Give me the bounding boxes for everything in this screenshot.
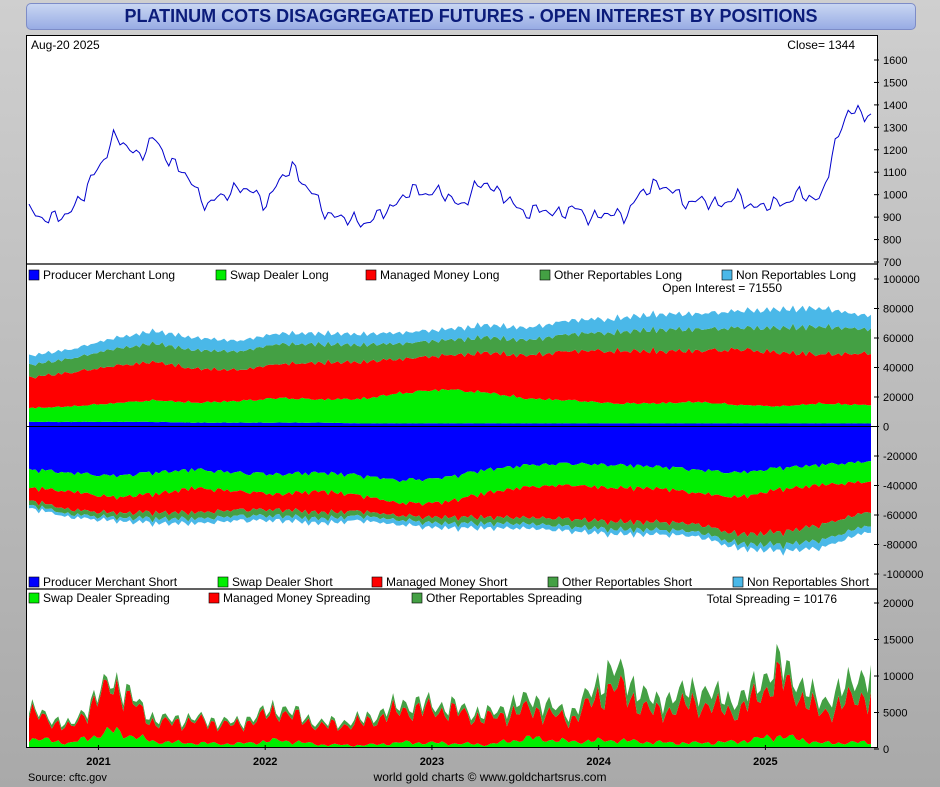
y-tick-label: 1100 (883, 167, 907, 179)
close-label: Close= 1344 (787, 38, 855, 52)
y-tick-label: -40000 (883, 481, 917, 493)
swap-long-area (29, 389, 871, 424)
other-short-area (29, 500, 871, 550)
credit-label: world gold charts © www.goldchartsrus.co… (373, 770, 607, 784)
chart-title: PLATINUM COTS DISAGGREGATED FUTURES - OP… (26, 3, 916, 30)
price-line (28, 104, 872, 228)
source-label: Source: cftc.gov (28, 772, 107, 784)
swap-short-area (29, 460, 871, 506)
x-tick-label: 2023 (420, 756, 444, 768)
x-tick-label: 2024 (586, 756, 611, 768)
y-tick-label: 15000 (883, 635, 914, 647)
x-tick-label: 2021 (86, 756, 110, 768)
y-tick-label: 1400 (883, 100, 907, 112)
y-tick-label: 1500 (883, 77, 907, 89)
x-tick-label: 2025 (753, 756, 777, 768)
nonrep-long-area (29, 305, 871, 366)
x-tick-label: 2022 (253, 756, 277, 768)
y-tick-label: 1600 (883, 55, 907, 67)
y-tick-label: 1300 (883, 122, 907, 134)
open-interest-panel (27, 305, 877, 556)
other-spreading-area (29, 643, 871, 732)
y-tick-label: 1200 (883, 145, 907, 157)
y-tick-label: 700 (883, 257, 901, 269)
y-tick-label: 1000 (883, 190, 907, 202)
plot-area: Aug-20 2025 Close= 1344 Open Interest = … (26, 35, 878, 749)
y-tick-label: 20000 (883, 392, 914, 404)
y-tick-label: 900 (883, 212, 901, 224)
y-tick-label: -20000 (883, 451, 917, 463)
open-interest-label: Open Interest = 71550 (662, 281, 782, 295)
other-long-area (29, 323, 871, 379)
managed-spreading-area (29, 661, 871, 747)
nonrep-short-area (29, 504, 871, 556)
y-tick-label: 10000 (883, 671, 914, 683)
chart-svg: Aug-20 2025 Close= 1344 Open Interest = … (27, 38, 877, 749)
managed-short-area (29, 480, 871, 537)
swap-spreading-area (29, 726, 871, 749)
y-tick-label: 100000 (883, 274, 920, 286)
y-tick-label: -60000 (883, 510, 917, 522)
y-tick-label: 20000 (883, 598, 914, 610)
managed-long-area (29, 347, 871, 409)
y-tick-label: -80000 (883, 540, 917, 552)
producer-short-area (29, 426, 871, 483)
y-tick-label: 60000 (883, 333, 914, 345)
spreading-panel (29, 643, 871, 749)
date-label: Aug-20 2025 (31, 38, 100, 52)
y-tick-label: -100000 (883, 569, 923, 581)
price-panel (28, 104, 872, 228)
y-tick-label: 5000 (883, 708, 907, 720)
y-axis-ticks: 700 800 900 1000 1100 1200 1300 1400 1500 1600 -10… (874, 55, 923, 756)
y-tick-label: 80000 (883, 304, 914, 316)
total-spreading-label: Total Spreading = 10176 (707, 592, 838, 606)
y-tick-label: 0 (883, 422, 889, 434)
y-tick-label: 40000 (883, 363, 914, 375)
y-tick-label: 800 (883, 235, 901, 247)
producer-long-area (29, 421, 871, 427)
y-tick-label: 0 (883, 744, 889, 756)
